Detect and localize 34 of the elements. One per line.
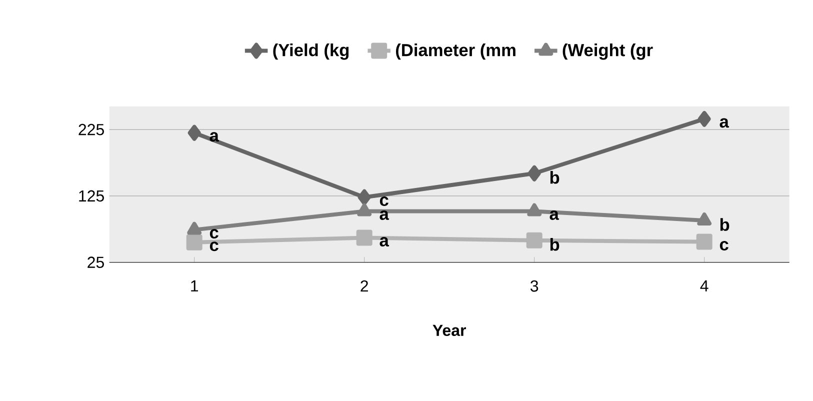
y-tick-label: 125	[79, 190, 104, 202]
x-tick-label: 1	[191, 280, 198, 292]
point	[697, 212, 712, 226]
point	[528, 165, 541, 182]
point	[188, 124, 201, 141]
annotation: a	[550, 210, 560, 220]
point	[186, 234, 202, 250]
legend-label: (Yield (kg	[273, 43, 349, 60]
annotation: c	[380, 196, 388, 206]
annotation: b	[550, 171, 560, 184]
legend-label: (Weight (gr	[562, 43, 653, 60]
annotation: b	[720, 218, 730, 231]
x-tick-label: 3	[530, 280, 538, 292]
point	[357, 203, 372, 216]
annotation: c	[210, 229, 218, 239]
y-tick-label: 25	[88, 256, 104, 268]
y-tick-label: 225	[78, 124, 104, 136]
annotation: a	[380, 210, 390, 220]
x-tick-label: 2	[360, 280, 368, 292]
point	[358, 189, 371, 206]
point	[527, 203, 542, 216]
point	[696, 234, 712, 250]
point	[526, 232, 542, 248]
x-tick-label: 4	[700, 280, 708, 292]
annotation: c	[210, 242, 218, 252]
annotation: b	[550, 238, 560, 251]
x-axis-title: Year	[432, 324, 466, 336]
point	[356, 230, 372, 246]
annotation: a	[720, 118, 730, 128]
annotation: a	[380, 237, 390, 247]
legend-label: (Diameter (mm	[396, 43, 516, 60]
annotation: c	[720, 241, 728, 250]
point	[698, 110, 711, 127]
point	[187, 222, 202, 235]
